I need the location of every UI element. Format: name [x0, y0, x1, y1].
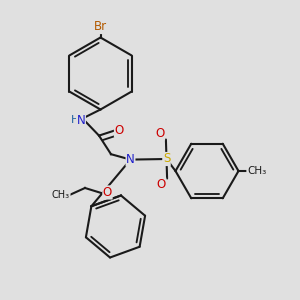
Text: CH₃: CH₃	[52, 190, 70, 200]
Text: Br: Br	[94, 20, 107, 34]
Text: H: H	[71, 115, 79, 125]
Text: S: S	[163, 152, 170, 166]
Text: N: N	[126, 153, 135, 166]
Text: O: O	[155, 127, 164, 140]
Text: CH₃: CH₃	[247, 166, 266, 176]
Text: O: O	[115, 124, 124, 137]
Text: N: N	[76, 113, 85, 127]
Text: O: O	[103, 186, 112, 199]
Text: O: O	[157, 178, 166, 191]
